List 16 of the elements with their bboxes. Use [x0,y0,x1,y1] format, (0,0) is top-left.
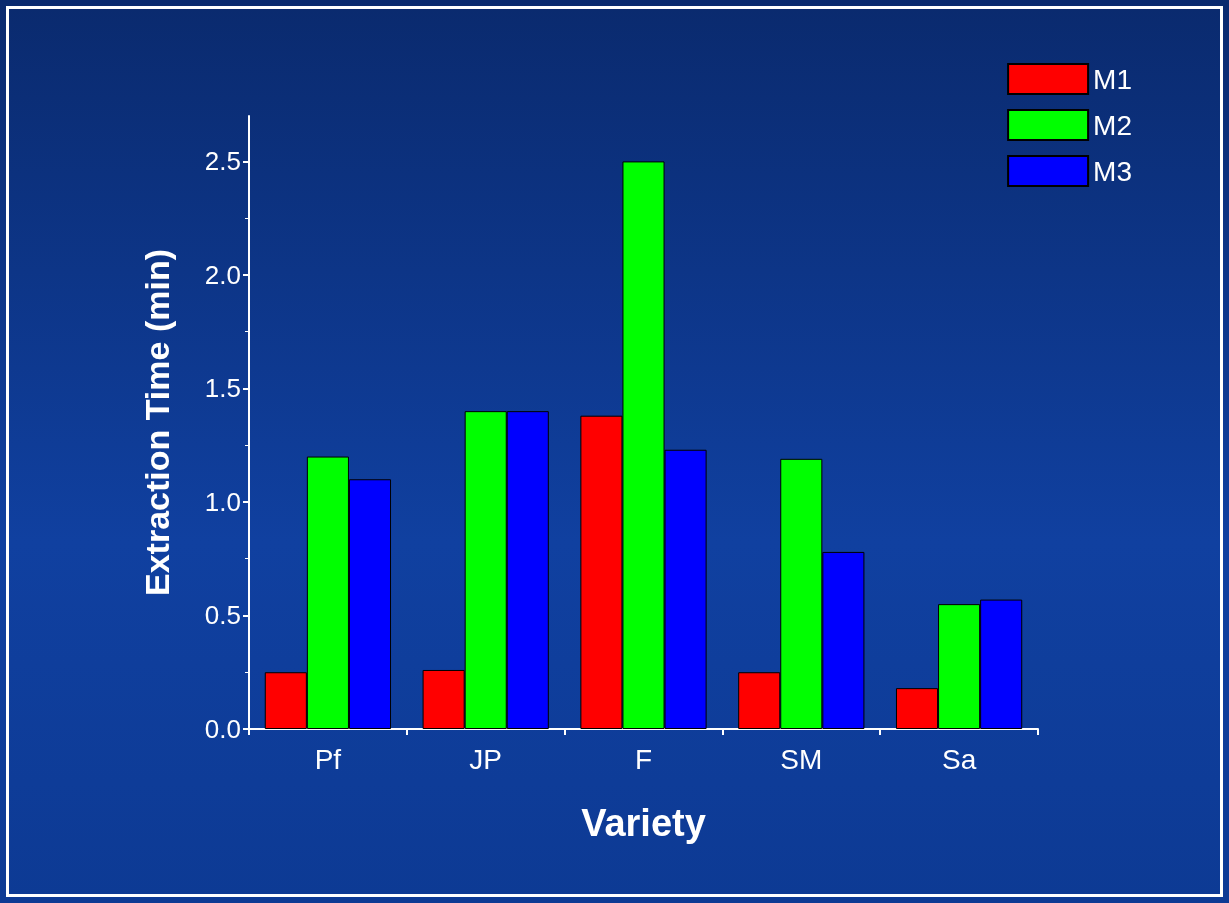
legend-label: M1 [1093,63,1133,95]
y-tick-label: 0.0 [204,714,241,744]
x-tick-label: JP [469,743,503,775]
legend-label: M3 [1093,155,1133,187]
x-axis-title: Variety [581,802,706,844]
y-tick-label: 2.5 [204,146,241,177]
x-tick-label: Pf [314,743,342,775]
x-tick-label: F [634,743,653,775]
legend-label: M2 [1093,109,1133,141]
x-tick-label: SM [780,743,823,775]
y-axis-title: Extraction Time (min) [138,249,176,596]
y-tick-label: 0.5 [204,600,241,631]
x-tick-label: Sa [941,743,977,775]
y-tick-label: 1.5 [204,373,241,404]
y-tick-label: 1.0 [204,486,241,517]
y-tick-label: 2.0 [204,259,241,290]
